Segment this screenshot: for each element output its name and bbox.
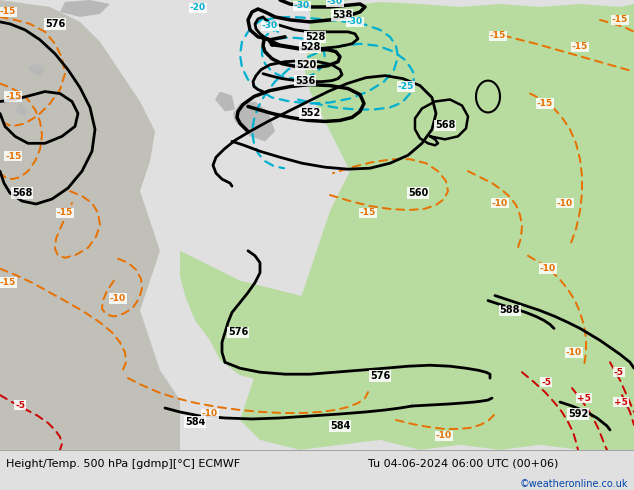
Text: -10: -10 <box>557 198 573 208</box>
Text: Height/Temp. 500 hPa [gdmp][°C] ECMWF: Height/Temp. 500 hPa [gdmp][°C] ECMWF <box>6 459 240 469</box>
Text: -10: -10 <box>492 198 508 208</box>
Text: -30: -30 <box>262 22 278 30</box>
Text: -10: -10 <box>202 410 218 418</box>
Text: 576: 576 <box>45 19 65 29</box>
Text: -30: -30 <box>347 17 363 26</box>
Text: 584: 584 <box>330 421 350 431</box>
Text: 560: 560 <box>408 188 428 198</box>
Text: 592: 592 <box>568 409 588 419</box>
Polygon shape <box>365 267 380 277</box>
Text: 520: 520 <box>296 60 316 70</box>
Text: -15: -15 <box>5 152 22 161</box>
Text: 528: 528 <box>305 32 325 42</box>
Text: -5: -5 <box>614 368 624 377</box>
Text: 576: 576 <box>370 371 390 381</box>
Text: -15: -15 <box>490 31 506 40</box>
Text: -10: -10 <box>436 431 452 441</box>
Text: -5: -5 <box>15 400 25 410</box>
Text: 588: 588 <box>500 305 521 316</box>
Polygon shape <box>60 0 110 17</box>
Text: -15: -15 <box>0 7 16 17</box>
Text: -15: -15 <box>612 15 628 24</box>
Polygon shape <box>15 103 28 117</box>
Polygon shape <box>395 276 408 286</box>
Text: +5: +5 <box>577 393 591 403</box>
Polygon shape <box>340 309 353 318</box>
Polygon shape <box>420 281 634 335</box>
Text: -15: -15 <box>0 278 16 287</box>
Polygon shape <box>0 0 180 450</box>
Text: -10: -10 <box>110 294 126 303</box>
Text: 528: 528 <box>300 42 320 52</box>
Text: -15: -15 <box>5 92 22 101</box>
Text: 584: 584 <box>185 417 205 427</box>
Text: -15: -15 <box>360 208 376 218</box>
Polygon shape <box>233 101 275 141</box>
Text: 552: 552 <box>300 108 320 119</box>
Polygon shape <box>28 64 45 76</box>
Text: -15: -15 <box>57 208 73 218</box>
Polygon shape <box>290 0 350 12</box>
Text: -15: -15 <box>537 99 553 108</box>
Text: -25: -25 <box>398 82 414 91</box>
Text: -30: -30 <box>327 0 343 6</box>
Polygon shape <box>180 251 310 380</box>
Text: ©weatheronline.co.uk: ©weatheronline.co.uk <box>520 479 628 489</box>
Text: 576: 576 <box>228 327 248 338</box>
Polygon shape <box>240 0 634 450</box>
Text: -30: -30 <box>294 1 310 10</box>
Text: -15: -15 <box>572 42 588 51</box>
Polygon shape <box>215 92 235 111</box>
Text: 536: 536 <box>295 75 315 86</box>
Text: +5: +5 <box>614 397 628 407</box>
Text: 568: 568 <box>435 121 455 130</box>
Text: 568: 568 <box>12 188 32 198</box>
Polygon shape <box>415 286 425 295</box>
Text: -20: -20 <box>190 3 206 12</box>
Text: -10: -10 <box>540 264 556 273</box>
Text: Tu 04-06-2024 06:00 UTC (00+06): Tu 04-06-2024 06:00 UTC (00+06) <box>368 459 558 469</box>
Text: 538: 538 <box>332 10 353 20</box>
Text: -5: -5 <box>541 378 551 387</box>
Text: -10: -10 <box>566 348 582 357</box>
